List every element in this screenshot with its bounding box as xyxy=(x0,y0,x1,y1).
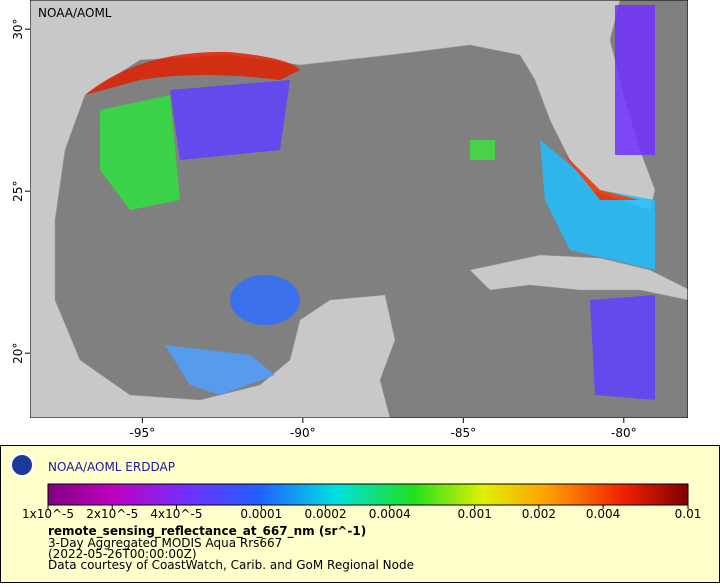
colorbar-tick-label: 0.0001 xyxy=(240,507,282,521)
noaa-logo xyxy=(11,454,33,476)
legend-line: Data courtesy of CoastWatch, Carib. and … xyxy=(48,558,414,572)
colorbar-tick-label: 2x10^-5 xyxy=(86,507,138,521)
map xyxy=(30,0,688,418)
x-tick-label: -95° xyxy=(130,426,156,440)
variable-name: remote_sensing_reflectance_at_667_nm (sr… xyxy=(48,524,366,539)
axes: -95° -90° -85° -80° 20° 25° 30° xyxy=(11,19,637,440)
legend-title: NOAA/AOML ERDDAP xyxy=(48,460,175,474)
legend-line: (2022-05-26T00:00:00Z) xyxy=(48,547,197,561)
colorbar-tick-label: 4x10^-5 xyxy=(150,507,202,521)
y-tick-label: 20° xyxy=(11,343,25,364)
x-tick-label: -80° xyxy=(611,426,637,440)
reflectance-field xyxy=(85,5,655,400)
map-label: NOAA/AOML xyxy=(38,6,112,20)
colorbar-tick-label: 1x10^-5 xyxy=(22,507,74,521)
colorbar-tick-label: 0.002 xyxy=(522,507,556,521)
cuba xyxy=(469,254,688,301)
x-tick-label: -90° xyxy=(290,426,316,440)
legend-line: 3-Day Aggregated MODIS Aqua Rrs667 xyxy=(48,536,282,550)
x-tick-label: -85° xyxy=(451,426,477,440)
colorbar-tick-label: 0.004 xyxy=(586,507,620,521)
y-tick-label: 30° xyxy=(11,19,25,40)
y-tick-label: 25° xyxy=(11,181,25,202)
colorbar-tick-label: 0.001 xyxy=(457,507,491,521)
colorbar-axis: 1x10^-5 2x10^-5 4x10^-5 0.0001 0.0002 0.0004 0… xyxy=(22,505,701,521)
colorbar-tick-label: 0.0004 xyxy=(369,507,411,521)
colorbar-tick-label: 0.0002 xyxy=(305,507,347,521)
noaa-logo-ring xyxy=(10,453,34,477)
colorbar-tick-label: 0.01 xyxy=(675,507,702,521)
colorbar xyxy=(47,483,689,506)
